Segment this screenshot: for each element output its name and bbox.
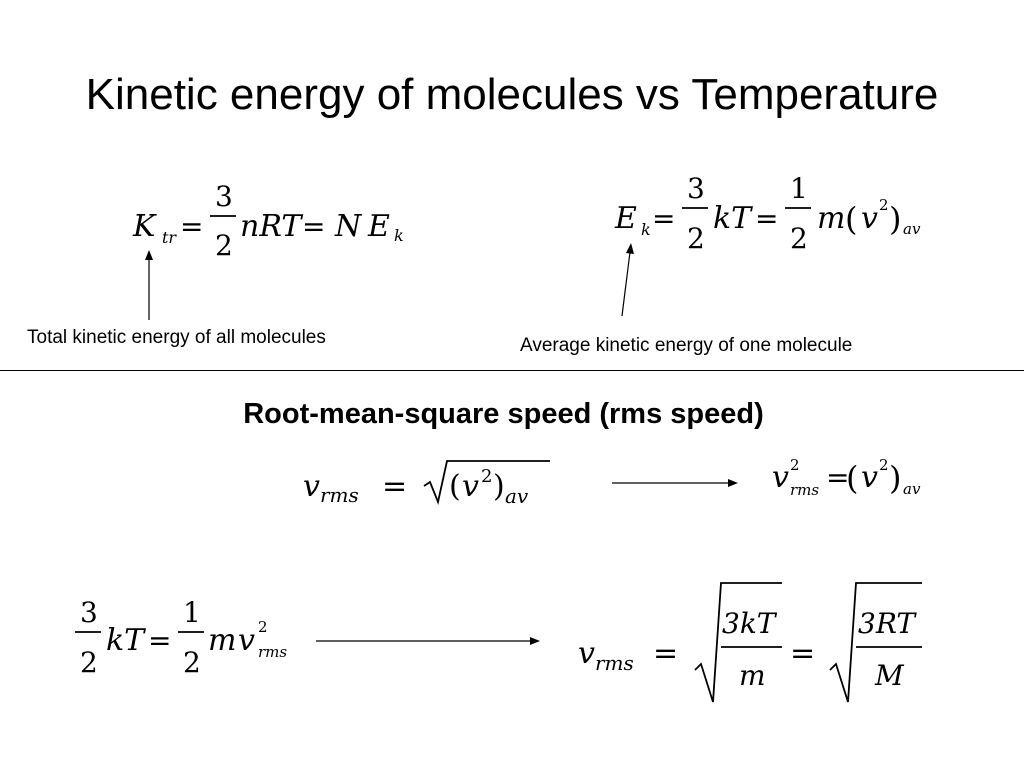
svg-text:M: M [874, 659, 905, 692]
svg-text:av: av [903, 220, 921, 238]
svg-text:=: = [180, 210, 203, 243]
svg-text:v: v [578, 636, 595, 671]
equation-rms-speed-result: v rms = 3kT m = 3RT M [578, 582, 922, 703]
arrow-right-1-head [728, 479, 738, 487]
svg-text:rms: rms [258, 643, 287, 661]
svg-text:(: ( [846, 459, 858, 497]
svg-text:2: 2 [879, 456, 889, 474]
svg-text:N: N [334, 209, 363, 244]
svg-text:m: m [817, 201, 845, 236]
svg-text:1: 1 [183, 596, 201, 629]
svg-text:2: 2 [258, 618, 268, 636]
equation-rms-squared: v 2 rms = ( v 2 ) av [772, 456, 921, 499]
arrow-right-2-head [530, 637, 540, 645]
svg-text:kT: kT [106, 623, 146, 658]
svg-text:k: k [394, 226, 404, 245]
section-heading-rms-speed: Root-mean-square speed (rms speed) [243, 398, 764, 430]
svg-text:(: ( [449, 469, 461, 504]
svg-text:v: v [861, 201, 878, 236]
svg-text:=: = [653, 636, 678, 671]
svg-text:rms: rms [320, 483, 359, 507]
svg-text:2: 2 [215, 229, 233, 262]
svg-text:E: E [614, 201, 637, 236]
svg-text:av: av [903, 480, 921, 498]
svg-text:m: m [208, 623, 236, 658]
svg-text:(: ( [845, 200, 857, 238]
svg-text:2: 2 [80, 646, 98, 679]
svg-text:v: v [772, 460, 789, 495]
svg-text:3: 3 [80, 596, 98, 629]
svg-text:3kT: 3kT [722, 607, 778, 640]
svg-text:=: = [302, 210, 325, 243]
svg-text:tr: tr [162, 228, 177, 247]
svg-text:rms: rms [790, 481, 819, 499]
svg-text:=: = [382, 469, 407, 504]
svg-text:nRT: nRT [240, 209, 303, 244]
equation-average-kinetic-energy: E k = 3 2 kT = 1 2 m ( v 2 ) av [614, 172, 921, 255]
svg-text:k: k [641, 220, 651, 239]
caption-total-kinetic-energy: Total kinetic energy of all molecules [27, 327, 326, 348]
svg-text:2: 2 [687, 222, 705, 255]
caption-average-kinetic-energy: Average kinetic energy of one molecule [520, 335, 853, 356]
equation-rms-definition: v rms = ( v 2 ) av [303, 460, 550, 508]
svg-text:K: K [132, 209, 157, 244]
arrow-right-up [621, 251, 631, 317]
svg-text:=: = [790, 636, 815, 671]
svg-text:v: v [462, 469, 479, 504]
svg-text:=: = [652, 202, 675, 235]
svg-text:v: v [238, 623, 255, 658]
svg-text:m: m [739, 659, 766, 692]
svg-text:E: E [367, 209, 390, 244]
svg-text:rms: rms [595, 651, 634, 675]
svg-text:3RT: 3RT [858, 607, 917, 640]
svg-text:3: 3 [687, 172, 705, 205]
svg-text:3: 3 [215, 180, 233, 213]
svg-text:v: v [861, 460, 878, 495]
svg-text:1: 1 [790, 172, 808, 205]
svg-text:): ) [889, 459, 901, 497]
svg-text:2: 2 [183, 646, 201, 679]
svg-text:): ) [889, 200, 901, 238]
svg-text:): ) [493, 469, 505, 504]
slide-title: Kinetic energy of molecules vs Temperatu… [85, 70, 939, 119]
svg-text:2: 2 [879, 196, 889, 214]
svg-text:=: = [755, 202, 778, 235]
svg-text:2: 2 [790, 456, 800, 474]
svg-text:v: v [303, 469, 320, 504]
section-divider [0, 370, 1024, 371]
equation-energy-equality: 3 2 kT = 1 2 m v 2 rms [75, 596, 287, 679]
svg-text:2: 2 [481, 466, 492, 487]
svg-text:2: 2 [790, 222, 808, 255]
arrow-right-up-head [626, 243, 634, 254]
arrow-left-up-head [145, 250, 153, 260]
svg-text:=: = [148, 624, 171, 657]
svg-text:av: av [505, 484, 529, 508]
svg-text:=: = [826, 461, 849, 494]
svg-text:kT: kT [713, 201, 753, 236]
equation-total-kinetic-energy: K tr = 3 2 nRT = N E k [132, 180, 404, 262]
